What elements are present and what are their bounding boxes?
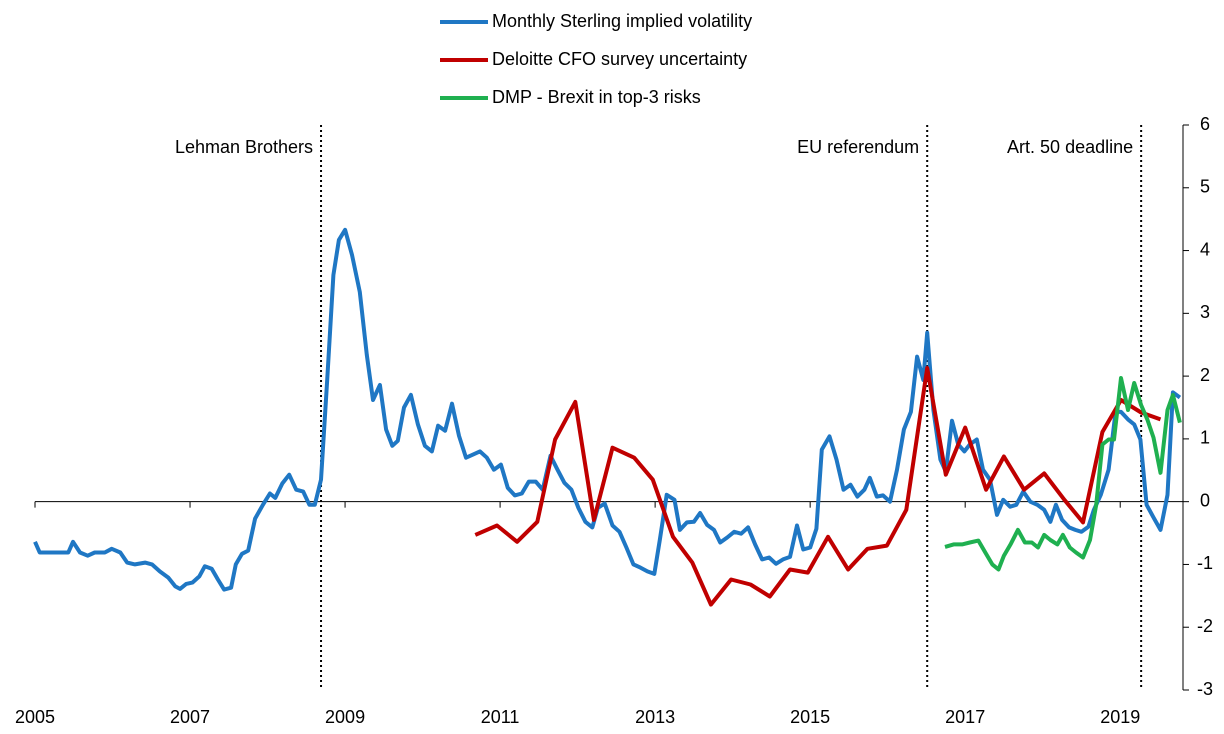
x-tick-label: 2019	[1100, 707, 1140, 727]
y-tick-label: 1	[1200, 428, 1210, 448]
y-tick-label: 0	[1200, 490, 1210, 510]
legend-label: Monthly Sterling implied volatility	[492, 11, 752, 31]
x-tick-label: 2017	[945, 707, 985, 727]
series-line	[944, 376, 1182, 572]
legend-label: Deloitte CFO survey uncertainty	[492, 49, 747, 69]
x-tick-label: 2013	[635, 707, 675, 727]
event-label: EU referendum	[797, 137, 919, 157]
y-tick-label: 6	[1200, 114, 1210, 134]
y-tick-label: -2	[1197, 616, 1213, 636]
y-tick-label: 5	[1200, 177, 1210, 197]
x-tick-label: 2015	[790, 707, 830, 727]
y-tick-label: 3	[1200, 302, 1210, 322]
legend-label: DMP - Brexit in top-3 risks	[492, 87, 701, 107]
x-tick-label: 2009	[325, 707, 365, 727]
event-label: Lehman Brothers	[175, 137, 313, 157]
y-tick-label: -1	[1197, 553, 1213, 573]
y-tick-label: 2	[1200, 365, 1210, 385]
x-tick-label: 2011	[481, 707, 520, 727]
y-tick-label: 4	[1200, 239, 1210, 259]
x-tick-label: 2005	[15, 707, 55, 727]
series-line	[474, 366, 1162, 607]
event-label: Art. 50 deadline	[1007, 137, 1133, 157]
y-tick-label: -3	[1197, 679, 1213, 699]
x-tick-label: 2007	[170, 707, 210, 727]
series-line	[33, 227, 1182, 592]
